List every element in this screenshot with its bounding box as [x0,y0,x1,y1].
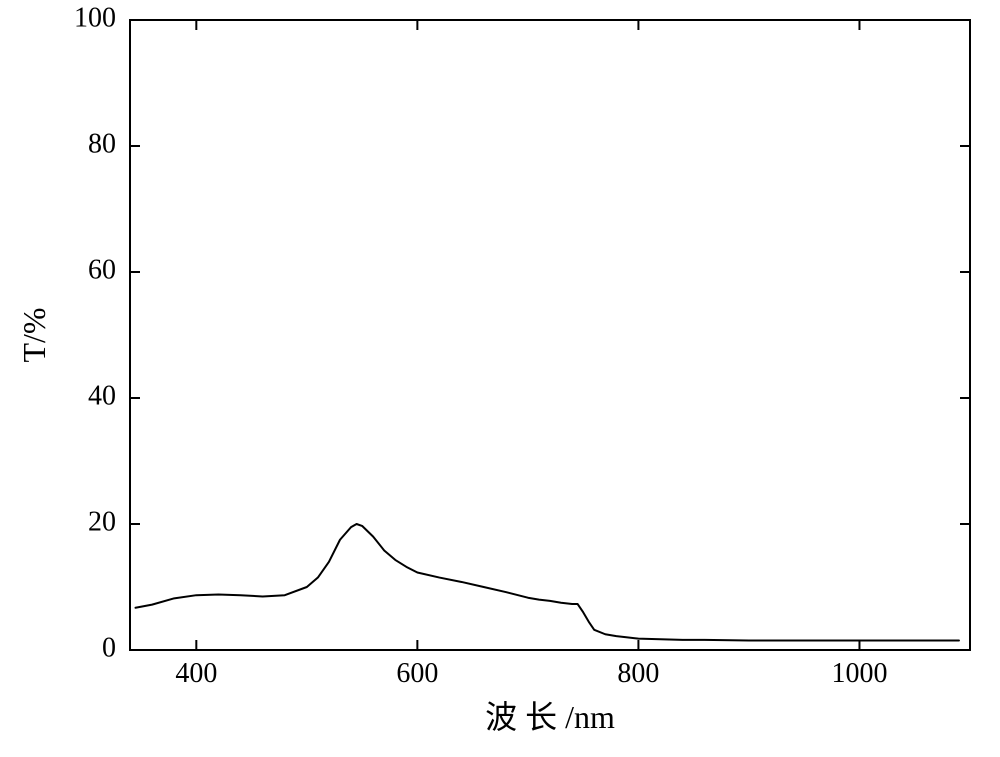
x-tick-label: 600 [396,658,438,689]
y-tick-label: 40 [88,380,116,411]
transmittance-chart: 0 20 40 60 80 100 400 600 800 1000 T/% 波 长 /nm [0,0,1000,757]
y-axis-label: T/% [16,307,52,362]
y-tick-label: 0 [102,632,116,663]
y-tick-label: 80 [88,128,116,159]
x-tick-label: 400 [175,658,217,689]
x-tick-label: 800 [617,658,659,689]
y-tick-label: 60 [88,254,116,285]
y-tick-label: 20 [88,506,116,537]
x-tick-label: 1000 [831,658,887,689]
chart-container: 0 20 40 60 80 100 400 600 800 1000 T/% 波 长 /nm [0,0,1000,757]
x-axis-label: 波 长 /nm [485,699,615,735]
y-tick-label: 100 [74,2,116,33]
